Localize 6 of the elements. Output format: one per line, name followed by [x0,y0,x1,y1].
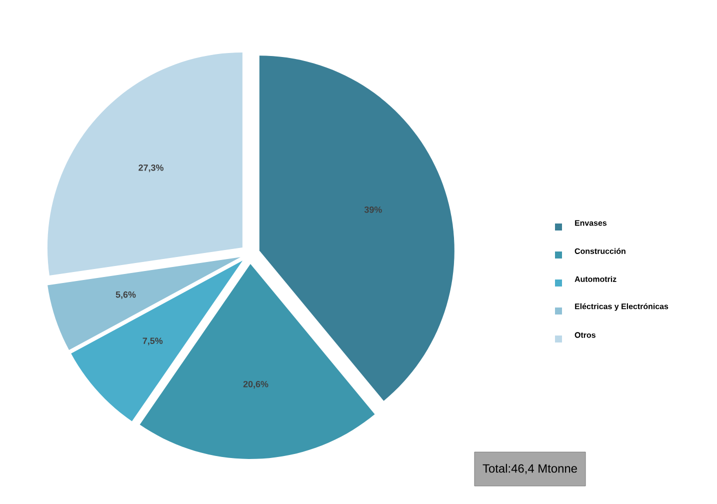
data-label: 7,5% [142,338,163,346]
text: Total:46,4 Mtonne [482,464,577,474]
data-label: 27,3% [138,164,164,172]
data-label: 20,6% [243,380,268,389]
data-label: 5,6% [116,291,136,300]
data-label: 39% [364,206,382,213]
